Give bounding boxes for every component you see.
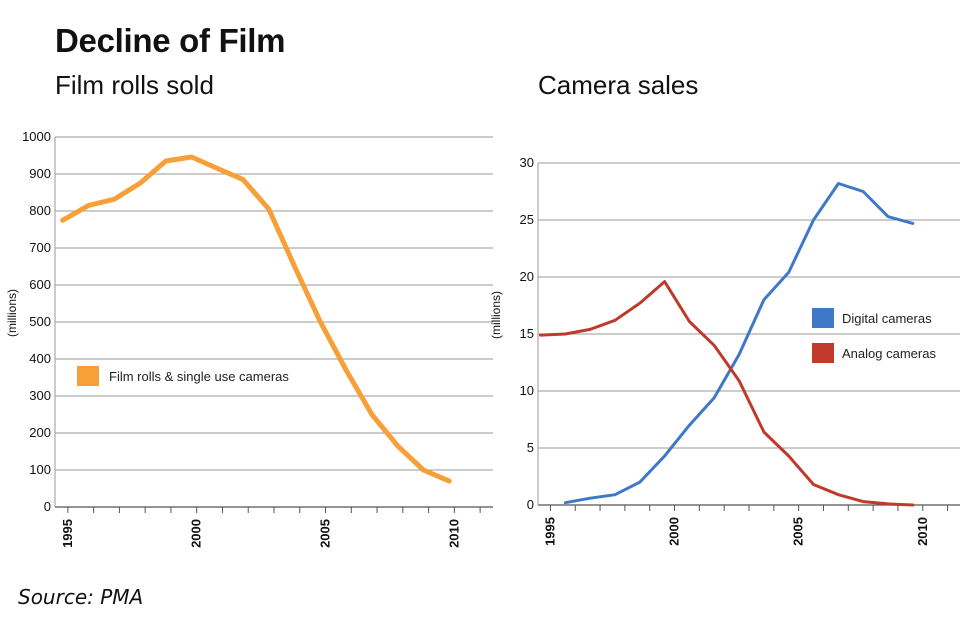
y-tick-label: 10 (520, 383, 534, 398)
y-tick-label: 20 (520, 269, 534, 284)
legend-label-digital-cameras: Digital cameras (842, 311, 932, 326)
series-line-digital-cameras (563, 182, 915, 505)
y-tick-label: 15 (520, 326, 534, 341)
legend-label-analog-cameras: Analog cameras (842, 346, 936, 361)
x-tick-label: 1995 (60, 519, 75, 548)
y-tick-label: 200 (29, 425, 51, 440)
y-tick-label: 700 (29, 240, 51, 255)
x-tick-label: 2005 (791, 517, 806, 546)
series-line-film-rolls-single-use-cameras (60, 154, 452, 484)
y-tick-label: 0 (44, 499, 51, 514)
y-tick-label: 800 (29, 203, 51, 218)
y-tick-label: 1000 (22, 129, 51, 144)
y-tick-label: 600 (29, 277, 51, 292)
legend-swatch-analog-cameras (812, 343, 834, 363)
y-tick-label: 400 (29, 351, 51, 366)
page-title: Decline of Film (55, 22, 286, 59)
y-tick-label: 300 (29, 388, 51, 403)
y-tick-label: 100 (29, 462, 51, 477)
legend-label-film-rolls-single-use-cameras: Film rolls & single use cameras (109, 369, 289, 384)
x-tick-label: 1995 (542, 517, 557, 546)
y-axis-label: (millions) (5, 289, 19, 337)
series-line-analog-cameras (539, 280, 915, 507)
legend-swatch-film-rolls-single-use-cameras (77, 366, 99, 386)
y-tick-label: 30 (520, 155, 534, 170)
y-tick-label: 0 (527, 497, 534, 512)
x-tick-label: 2010 (446, 519, 461, 548)
chart-title-camera-sales: Camera sales (538, 70, 699, 100)
y-tick-label: 900 (29, 166, 51, 181)
legend-swatch-digital-cameras (812, 308, 834, 328)
x-tick-label: 2000 (189, 519, 204, 548)
y-tick-label: 500 (29, 314, 51, 329)
chart-title-film-rolls: Film rolls sold (55, 70, 214, 100)
y-axis-label: (millions) (489, 291, 503, 339)
source-note: Source: PMA (18, 585, 144, 609)
x-tick-label: 2000 (667, 517, 682, 546)
y-tick-label: 25 (520, 212, 534, 227)
x-tick-label: 2010 (915, 517, 930, 546)
y-tick-label: 5 (527, 440, 534, 455)
x-tick-label: 2005 (318, 519, 333, 548)
